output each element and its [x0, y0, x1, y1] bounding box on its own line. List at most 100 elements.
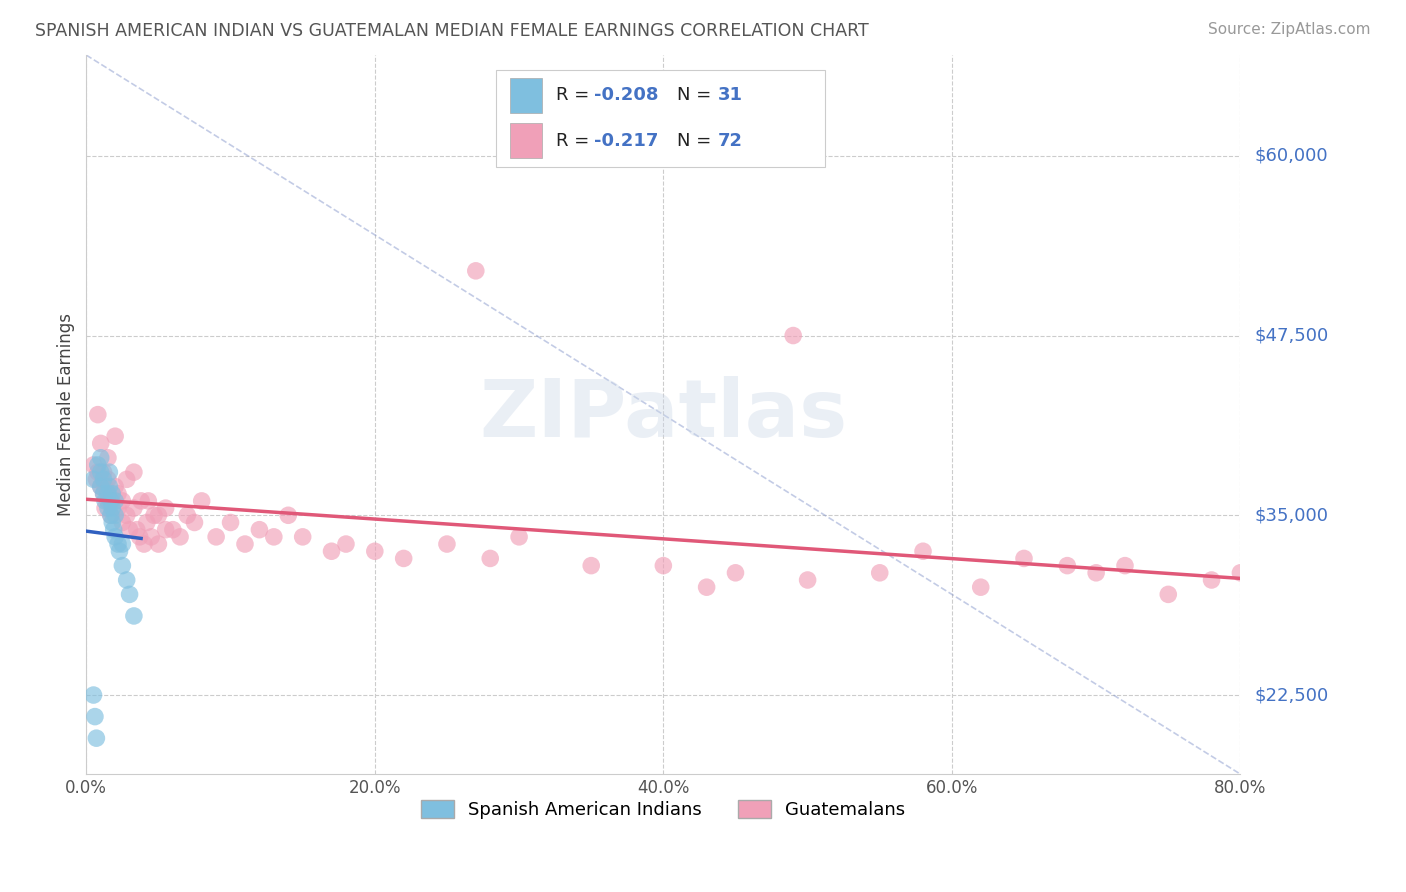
Point — [190, 494, 212, 508]
Text: R =: R = — [555, 132, 595, 150]
Point — [291, 530, 314, 544]
Point — [100, 494, 122, 508]
Text: ZIPatlas: ZIPatlas — [479, 376, 848, 454]
Point — [122, 609, 145, 624]
Legend: Spanish American Indians, Guatemalans: Spanish American Indians, Guatemalans — [415, 792, 912, 826]
Point — [93, 472, 115, 486]
Point — [122, 501, 145, 516]
Point — [321, 544, 343, 558]
Point — [100, 508, 122, 523]
Text: N =: N = — [678, 87, 717, 104]
Point — [162, 523, 184, 537]
Text: N =: N = — [678, 132, 717, 150]
Point — [86, 472, 108, 486]
Point — [335, 537, 357, 551]
Point — [97, 494, 120, 508]
Point — [1012, 551, 1035, 566]
Bar — [510, 123, 543, 158]
Point — [101, 501, 124, 516]
Point — [176, 508, 198, 523]
Text: 72: 72 — [717, 132, 742, 150]
Point — [104, 494, 127, 508]
Point — [97, 472, 120, 486]
Text: $60,000: $60,000 — [1254, 147, 1327, 165]
Point — [100, 508, 122, 523]
Point — [155, 501, 177, 516]
Point — [86, 731, 108, 746]
Point — [107, 486, 129, 500]
Point — [115, 508, 138, 523]
Point — [277, 508, 299, 523]
Point — [107, 537, 129, 551]
Bar — [510, 78, 543, 112]
Point — [111, 516, 134, 530]
Point — [169, 530, 191, 544]
Point — [87, 408, 110, 422]
Text: $35,000: $35,000 — [1254, 507, 1329, 524]
Y-axis label: Median Female Earnings: Median Female Earnings — [58, 313, 75, 516]
Point — [103, 523, 125, 537]
Point — [392, 551, 415, 566]
Point — [249, 523, 271, 537]
Text: $47,500: $47,500 — [1254, 326, 1329, 344]
Point — [263, 530, 285, 544]
Point — [115, 573, 138, 587]
Point — [869, 566, 891, 580]
Point — [135, 516, 157, 530]
Point — [93, 465, 115, 479]
Point — [83, 458, 105, 472]
Point — [148, 537, 170, 551]
Text: -0.217: -0.217 — [595, 132, 658, 150]
Point — [782, 328, 804, 343]
Point — [148, 508, 170, 523]
Point — [132, 537, 155, 551]
Point — [93, 486, 115, 500]
Point — [128, 530, 150, 544]
Point — [84, 709, 107, 723]
Point — [90, 436, 112, 450]
Point — [90, 479, 112, 493]
Point — [1229, 566, 1251, 580]
Point — [1056, 558, 1078, 573]
Text: Source: ZipAtlas.com: Source: ZipAtlas.com — [1208, 22, 1371, 37]
Point — [104, 530, 127, 544]
Point — [508, 530, 530, 544]
Point — [233, 537, 256, 551]
Point — [1157, 587, 1180, 601]
Point — [98, 465, 121, 479]
Point — [104, 508, 127, 523]
Point — [911, 544, 934, 558]
Point — [183, 516, 205, 530]
Point — [143, 508, 166, 523]
Point — [1114, 558, 1136, 573]
Point — [101, 494, 124, 508]
Point — [219, 516, 242, 530]
Point — [579, 558, 602, 573]
Point — [479, 551, 502, 566]
Point — [118, 523, 141, 537]
FancyBboxPatch shape — [496, 70, 825, 167]
Point — [1201, 573, 1223, 587]
Point — [83, 472, 105, 486]
Point — [115, 472, 138, 486]
Point — [696, 580, 718, 594]
Text: $22,500: $22,500 — [1254, 686, 1329, 704]
Text: -0.208: -0.208 — [595, 87, 658, 104]
Point — [104, 429, 127, 443]
Point — [436, 537, 458, 551]
Point — [90, 465, 112, 479]
Point — [93, 486, 115, 500]
Point — [107, 501, 129, 516]
Point — [94, 501, 117, 516]
Point — [205, 530, 228, 544]
Point — [90, 479, 112, 493]
Point — [97, 450, 120, 465]
Point — [141, 530, 163, 544]
Point — [118, 587, 141, 601]
Point — [129, 494, 152, 508]
Point — [125, 523, 148, 537]
Point — [136, 494, 159, 508]
Point — [90, 450, 112, 465]
Point — [108, 544, 131, 558]
Point — [97, 501, 120, 516]
